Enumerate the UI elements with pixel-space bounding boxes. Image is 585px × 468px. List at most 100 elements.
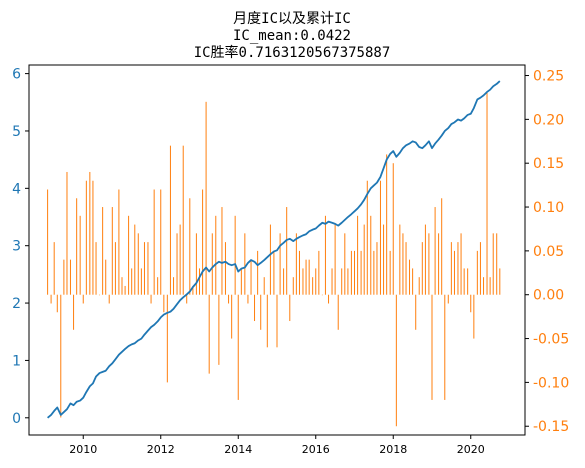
ic-bar-87 (328, 294, 330, 304)
ic-bar-139 (496, 233, 498, 295)
ic-bar-53 (218, 294, 220, 365)
ic-bar-111 (405, 242, 407, 295)
ic-bar-50 (208, 294, 210, 374)
ic-bar-32 (150, 294, 152, 304)
ic-bar-46 (195, 233, 197, 295)
ic-bar-131 (470, 294, 472, 313)
ic-bar-26 (131, 268, 133, 295)
ic-bar-102 (376, 242, 378, 295)
ic-bar-15 (95, 242, 97, 295)
ic-bar-136 (486, 93, 488, 295)
left-tick-label-4: 4 (12, 181, 21, 197)
ic-bar-88 (331, 268, 333, 295)
ic-bar-45 (192, 285, 194, 295)
chart-title-line-2: IC_mean:0.0422 (233, 28, 351, 44)
left-tick-label-2: 2 (12, 296, 21, 312)
ic-bar-98 (363, 224, 365, 295)
ic-bar-80 (305, 259, 307, 295)
ic-bar-104 (383, 224, 385, 295)
ic-bar-71 (276, 294, 278, 348)
ic-bar-41 (179, 224, 181, 295)
ic-bar-8 (73, 294, 75, 330)
ic-bar-114 (415, 294, 417, 330)
ic-bar-57 (231, 294, 233, 339)
ic-bar-43 (186, 294, 188, 304)
ic-bar-55 (224, 242, 226, 295)
ic-bar-21 (114, 242, 116, 295)
ic-bar-44 (189, 198, 191, 295)
x-tick-label-2016: 2016 (302, 443, 330, 456)
left-tick-label-0: 0 (12, 411, 21, 427)
ic-bar-121 (438, 233, 440, 295)
ic-bar-79 (302, 268, 304, 295)
x-tick-label-2010: 2010 (69, 443, 97, 456)
ic-bar-18 (105, 259, 107, 295)
ic-bar-36 (163, 294, 165, 313)
ic-bar-128 (460, 233, 462, 295)
right-tick-label--0.05: -0.05 (533, 332, 569, 348)
ic-bar-1 (50, 294, 52, 304)
ic-bar-75 (289, 294, 291, 322)
ic-bar-12 (85, 180, 87, 295)
right-tick-label-0.25: 0.25 (533, 69, 564, 85)
ic-bar-54 (221, 207, 223, 295)
ic-bar-28 (137, 233, 139, 295)
ic-bar-138 (492, 233, 494, 295)
ic-bar-0 (47, 189, 49, 295)
ic-bar-134 (479, 242, 481, 295)
ic-bar-101 (373, 250, 375, 295)
ic-bar-82 (312, 277, 314, 295)
ic-bar-125 (450, 242, 452, 295)
ic-bar-93 (347, 268, 349, 295)
x-tick-label-2012: 2012 (147, 443, 175, 456)
cumulative-ic-line (47, 80, 501, 419)
ic-bar-74 (286, 207, 288, 295)
ic-bar-89 (334, 224, 336, 295)
ic-bar-135 (483, 277, 485, 295)
right-tick-label-0.00: 0.00 (533, 288, 564, 304)
ic-bar-13 (89, 171, 91, 295)
ic-bar-25 (128, 215, 130, 295)
ic-bar-81 (308, 259, 310, 295)
axes-group: 2010 2012 2014 2016 2018 2020 0 1 2 3 4 5 6 -0.15 -0.1… (12, 67, 569, 456)
ic-bar-60 (240, 268, 242, 295)
ic-bar-22 (118, 189, 120, 295)
ic-bar-73 (283, 268, 285, 295)
ic-bars-group (47, 93, 501, 427)
ic-bar-117 (424, 224, 426, 295)
ic-bar-47 (199, 268, 200, 295)
ic-bar-91 (341, 268, 343, 295)
ic-bar-39 (173, 277, 175, 295)
ic-bar-35 (160, 189, 162, 295)
ic-bar-33 (153, 189, 155, 295)
left-tick-label-5: 5 (12, 124, 21, 140)
right-tick-label-0.20: 0.20 (533, 112, 564, 128)
ic-bar-59 (237, 294, 239, 400)
ic-bar-140 (499, 268, 501, 295)
ic-bar-76 (292, 277, 294, 295)
right-tick-label--0.15: -0.15 (533, 419, 569, 435)
ic-bar-67 (263, 277, 265, 295)
ic-bar-64 (254, 294, 256, 322)
right-tick-label-0.15: 0.15 (533, 156, 564, 172)
ic-bar-62 (247, 294, 249, 304)
ic-bar-68 (266, 294, 268, 348)
ic-bar-109 (399, 224, 401, 295)
ic-bar-119 (431, 294, 433, 400)
ic-bar-127 (457, 242, 459, 295)
ic-bar-37 (166, 294, 168, 383)
ic-bar-20 (111, 207, 113, 295)
ic-bar-10 (79, 215, 81, 295)
ic-bar-113 (412, 268, 414, 295)
x-tick-label-2014: 2014 (224, 443, 252, 456)
ic-bar-16 (99, 294, 101, 296)
left-tick-label-6: 6 (12, 67, 21, 83)
chart-title-line-1: 月度IC以及累计IC (233, 11, 351, 27)
chart-title-line-3: IC胜率0.7163120567375887 (194, 44, 391, 61)
ic-bar-49 (205, 101, 207, 295)
ic-bar-4 (60, 294, 62, 418)
x-tick-label-2018: 2018 (379, 443, 407, 456)
ic-bar-96 (357, 215, 359, 295)
right-tick-label-0.05: 0.05 (533, 244, 564, 260)
